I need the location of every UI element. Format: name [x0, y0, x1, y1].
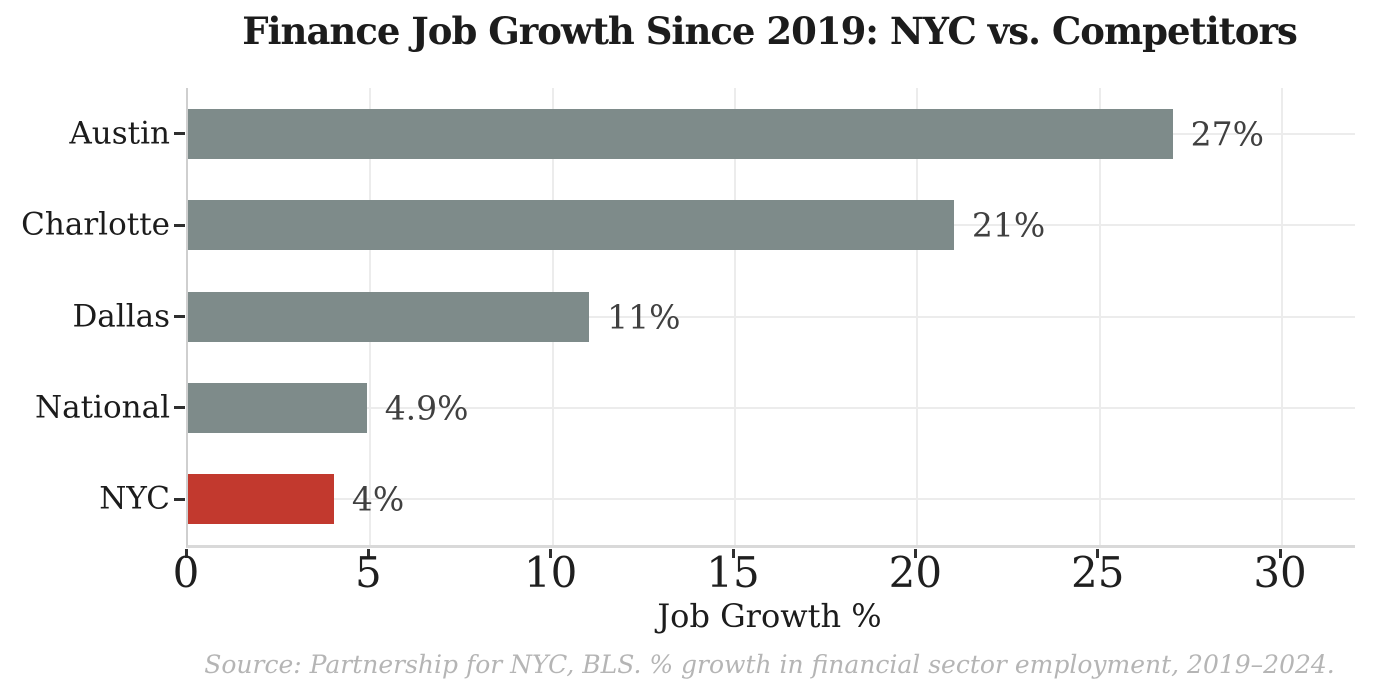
category-label-austin: Austin: [69, 115, 170, 152]
bar-value-label: 4.9%: [384, 388, 469, 428]
y-tick-mark: [174, 406, 185, 410]
y-axis-category-labels: Austin Charlotte Dallas National NYC: [0, 88, 170, 545]
x-axis-label: Job Growth %: [657, 597, 882, 635]
bar-value-label: 11%: [607, 297, 681, 336]
bar-national: [188, 382, 367, 433]
x-tick-label: 30: [1253, 548, 1307, 597]
chart-title: Finance Job Growth Since 2019: NYC vs. C…: [242, 9, 1298, 53]
y-tick-mark: [174, 497, 185, 501]
bar-nyc: [188, 474, 334, 525]
x-tick-mark: [184, 549, 188, 558]
x-tick-mark: [1096, 549, 1100, 558]
bar-value-label: 4%: [351, 479, 405, 519]
grid-line-horizontal: [188, 406, 1355, 409]
x-tick-mark: [731, 549, 735, 558]
x-tick-label: 5: [354, 548, 382, 597]
grid-line-horizontal: [188, 498, 1355, 501]
bar-charlotte: [188, 200, 954, 251]
x-tick-mark: [366, 549, 370, 558]
x-tick-mark: [913, 549, 917, 558]
x-tick-mark: [549, 549, 553, 558]
category-label-national: National: [34, 389, 170, 426]
bar-value-label: 21%: [971, 205, 1046, 245]
y-tick-mark: [174, 223, 185, 227]
bar-dallas: [188, 291, 590, 342]
x-tick-label: 0: [172, 548, 200, 597]
y-tick-mark: [174, 132, 185, 136]
source-note: Source: Partnership for NYC, BLS. % grow…: [204, 650, 1335, 679]
x-tick-mark: [1278, 549, 1282, 558]
bar-value-label: 27%: [1190, 114, 1265, 154]
category-label-dallas: Dallas: [72, 298, 170, 334]
x-tick-label: 15: [706, 548, 760, 597]
bar-austin: [188, 108, 1173, 159]
grid-line-horizontal: [188, 315, 1355, 318]
plot-area: 27% 21% 11% 4.9% 4%: [186, 88, 1355, 548]
x-tick-label: 10: [523, 548, 578, 597]
x-tick-label: 25: [1070, 548, 1125, 597]
category-label-nyc: NYC: [99, 480, 170, 517]
category-label-charlotte: Charlotte: [21, 206, 170, 243]
x-tick-label: 20: [888, 548, 943, 597]
y-tick-mark: [174, 315, 185, 318]
